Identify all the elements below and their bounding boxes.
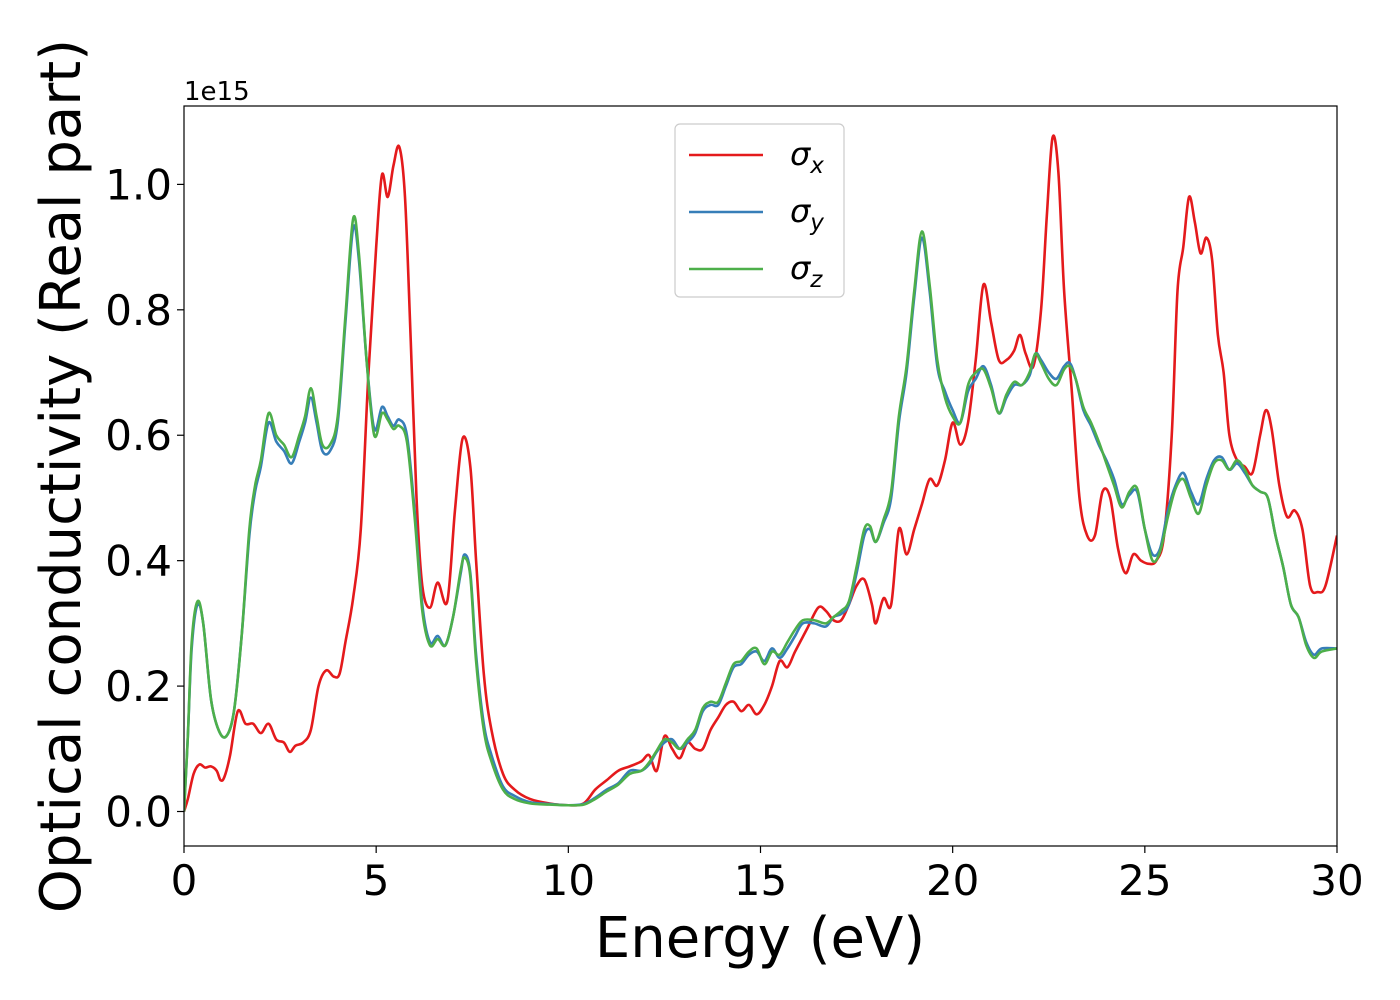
- y-tick-label: 0.0: [105, 788, 172, 837]
- y-axis: 0.0 0.2 0.4 0.6 0.8 1.0: [105, 160, 184, 837]
- y-tick-label: 0.2: [105, 662, 172, 711]
- y-axis-label: Optical conductivity (Real part): [29, 39, 94, 913]
- x-axis-label: Energy (eV): [595, 906, 925, 971]
- legend-symbol: σ: [790, 192, 812, 230]
- x-tick-label: 25: [1118, 856, 1171, 905]
- legend-subscript: x: [809, 153, 824, 179]
- legend-subscript: y: [809, 210, 824, 236]
- legend-subscript: z: [809, 267, 823, 293]
- y-tick-label: 0.6: [105, 411, 172, 460]
- legend-label-x: σx: [790, 135, 824, 179]
- x-axis: 0 5 10 15 20 25 30: [171, 846, 1364, 905]
- y-tick-label: 0.4: [105, 537, 172, 586]
- series-line-z: [184, 215, 1337, 812]
- y-axis-offset-text: 1e15: [184, 77, 250, 107]
- legend-symbol: σ: [790, 249, 812, 287]
- legend-label-y: σy: [790, 192, 824, 236]
- x-tick-label: 30: [1310, 856, 1363, 905]
- y-tick-label: 0.8: [105, 286, 172, 335]
- x-tick-label: 0: [171, 856, 198, 905]
- x-tick-label: 20: [926, 856, 979, 905]
- legend-label-z: σz: [790, 249, 823, 293]
- x-tick-label: 15: [734, 856, 787, 905]
- x-tick-label: 5: [363, 856, 390, 905]
- series-layer: [184, 134, 1337, 812]
- x-tick-label: 10: [542, 856, 595, 905]
- legend-frame: [674, 123, 845, 298]
- y-tick-label: 1.0: [105, 160, 172, 209]
- legend-symbol: σ: [790, 135, 812, 173]
